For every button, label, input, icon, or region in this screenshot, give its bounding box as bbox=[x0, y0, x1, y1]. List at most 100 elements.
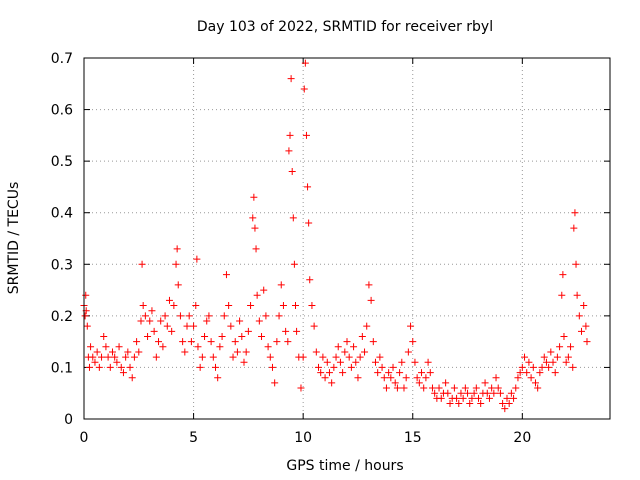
data-point bbox=[371, 358, 379, 366]
data-point bbox=[551, 369, 559, 377]
data-point bbox=[297, 384, 305, 392]
data-point bbox=[525, 358, 533, 366]
data-point bbox=[271, 379, 279, 387]
data-point bbox=[382, 384, 390, 392]
data-point bbox=[220, 312, 228, 320]
data-point bbox=[503, 394, 511, 402]
data-point bbox=[198, 353, 206, 361]
data-point bbox=[358, 332, 366, 340]
data-point bbox=[287, 75, 295, 83]
data-point bbox=[227, 322, 235, 330]
data-point bbox=[117, 363, 125, 371]
data-point bbox=[293, 327, 301, 335]
x-tick-label: 10 bbox=[294, 430, 312, 446]
data-point bbox=[573, 291, 581, 299]
data-point bbox=[301, 59, 309, 67]
data-point bbox=[527, 374, 535, 382]
x-tick-label: 15 bbox=[404, 430, 422, 446]
data-point bbox=[571, 209, 579, 217]
data-point bbox=[374, 369, 382, 377]
data-point bbox=[510, 394, 518, 402]
data-point bbox=[409, 338, 417, 346]
data-point bbox=[413, 374, 421, 382]
y-tick-label: 0 bbox=[64, 412, 73, 428]
data-point bbox=[291, 302, 299, 310]
data-point bbox=[173, 245, 181, 253]
data-point bbox=[194, 343, 202, 351]
data-point bbox=[152, 353, 160, 361]
data-point bbox=[119, 369, 127, 377]
data-point bbox=[229, 353, 237, 361]
data-point bbox=[113, 358, 121, 366]
data-point bbox=[542, 358, 550, 366]
data-point bbox=[378, 363, 386, 371]
data-point bbox=[494, 384, 502, 392]
data-point bbox=[141, 312, 149, 320]
data-point bbox=[415, 379, 423, 387]
data-point bbox=[336, 358, 344, 366]
data-point bbox=[367, 296, 375, 304]
data-point bbox=[350, 343, 358, 351]
x-axis-label: GPS time / hours bbox=[286, 458, 403, 474]
data-point bbox=[205, 312, 213, 320]
data-point bbox=[225, 302, 233, 310]
data-point bbox=[185, 312, 193, 320]
data-point bbox=[262, 312, 270, 320]
data-point bbox=[144, 332, 152, 340]
data-point bbox=[323, 358, 331, 366]
y-tick-label: 0.7 bbox=[51, 51, 73, 67]
data-point bbox=[249, 214, 257, 222]
data-point bbox=[446, 400, 454, 408]
data-point bbox=[100, 332, 108, 340]
data-point bbox=[148, 307, 156, 315]
data-point bbox=[572, 260, 580, 268]
data-point bbox=[529, 363, 537, 371]
data-point bbox=[187, 338, 195, 346]
data-point bbox=[583, 338, 591, 346]
data-point bbox=[450, 384, 458, 392]
data-point bbox=[312, 348, 320, 356]
data-point bbox=[190, 322, 198, 330]
data-point bbox=[428, 384, 436, 392]
data-point bbox=[305, 219, 313, 227]
data-point bbox=[558, 291, 566, 299]
y-tick-label: 0.5 bbox=[51, 154, 73, 170]
data-point bbox=[341, 348, 349, 356]
data-point bbox=[212, 363, 219, 371]
data-point bbox=[523, 369, 531, 377]
data-point bbox=[95, 363, 103, 371]
data-point bbox=[444, 389, 452, 397]
data-point bbox=[567, 343, 575, 351]
data-point bbox=[475, 394, 482, 402]
data-point bbox=[83, 322, 91, 330]
data-point bbox=[352, 358, 360, 366]
data-point bbox=[255, 317, 263, 325]
data-point bbox=[540, 353, 548, 361]
data-point bbox=[192, 302, 200, 310]
data-point bbox=[98, 353, 106, 361]
data-point bbox=[407, 322, 415, 330]
data-point bbox=[299, 353, 307, 361]
data-point bbox=[168, 327, 176, 335]
data-point bbox=[354, 374, 362, 382]
grid bbox=[84, 58, 610, 419]
data-point bbox=[85, 363, 93, 371]
data-point bbox=[345, 353, 353, 361]
data-point bbox=[236, 317, 244, 325]
data-point bbox=[481, 379, 489, 387]
data-point bbox=[251, 224, 259, 232]
data-point bbox=[389, 363, 397, 371]
x-tick-label: 20 bbox=[513, 430, 531, 446]
data-point bbox=[260, 286, 268, 294]
data-point bbox=[330, 363, 338, 371]
data-point bbox=[559, 271, 567, 279]
data-point bbox=[356, 353, 364, 361]
data-point bbox=[435, 384, 443, 392]
data-point bbox=[518, 363, 526, 371]
data-point bbox=[93, 348, 101, 356]
data-point bbox=[231, 338, 239, 346]
data-point bbox=[250, 193, 258, 201]
data-point bbox=[400, 384, 408, 392]
data-point bbox=[369, 338, 377, 346]
data-point bbox=[266, 353, 274, 361]
